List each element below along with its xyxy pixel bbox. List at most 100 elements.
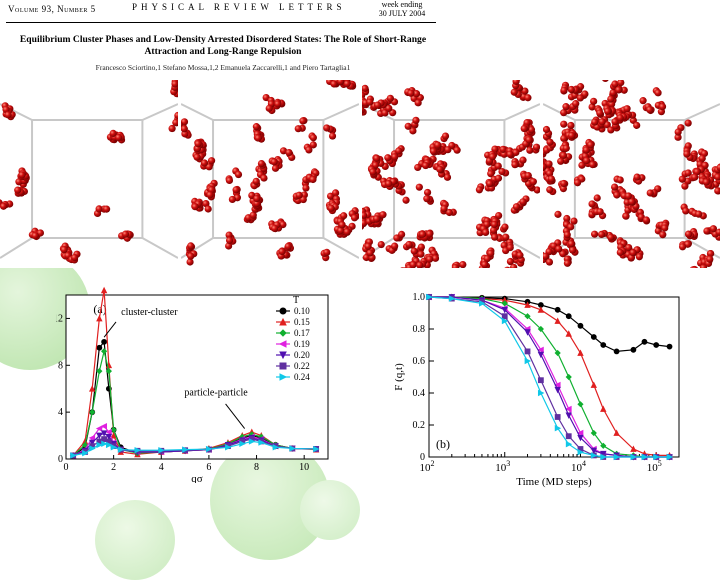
particle	[597, 208, 604, 215]
particle	[491, 234, 498, 241]
x-tick-exponent: 5	[658, 459, 662, 468]
y-tick-label: 0	[58, 454, 63, 465]
data-point	[555, 415, 560, 420]
simulation-box-inner	[32, 120, 142, 238]
particle	[416, 184, 423, 191]
snapshot-svg	[0, 80, 178, 268]
particle	[543, 126, 550, 133]
particle	[410, 261, 417, 268]
x-tick-label: 6	[206, 462, 211, 473]
annotation-cluster: cluster-cluster	[121, 307, 178, 318]
particle	[195, 140, 202, 147]
particle	[115, 134, 122, 141]
particle	[602, 80, 609, 82]
particle	[681, 183, 688, 190]
particle	[604, 108, 611, 115]
particle	[524, 94, 531, 101]
particle	[659, 103, 666, 110]
particle	[596, 109, 603, 116]
particle	[417, 251, 424, 258]
simulation-box-edge	[142, 104, 178, 120]
particle	[530, 178, 537, 185]
particle	[373, 215, 380, 222]
particle	[0, 203, 7, 210]
particle	[511, 161, 518, 168]
particle	[675, 128, 682, 135]
y-tick-label: 0.2	[413, 420, 426, 431]
particle	[310, 141, 317, 148]
particle	[591, 231, 598, 238]
x-tick-label: 0	[64, 462, 69, 473]
particle	[323, 249, 330, 256]
particle	[546, 186, 553, 193]
particle	[622, 213, 629, 220]
particle	[422, 162, 429, 169]
particle	[513, 203, 520, 210]
particle	[577, 94, 584, 101]
legend-label: 0.10	[294, 306, 310, 316]
particle	[387, 95, 394, 102]
particle	[373, 155, 380, 162]
particle	[285, 149, 292, 156]
particle	[415, 99, 422, 106]
particle	[521, 125, 528, 132]
paper-authors: Francesco Sciortino,1 Stefano Mossa,1,2 …	[8, 63, 438, 72]
particle	[588, 200, 595, 207]
data-point	[591, 335, 596, 340]
particle	[495, 175, 502, 182]
particle	[685, 119, 692, 126]
particle	[589, 161, 596, 168]
particle	[572, 100, 579, 107]
bg-bubble-4	[300, 480, 360, 540]
x-tick-label: 4	[159, 462, 164, 473]
particle	[226, 237, 233, 244]
particle	[187, 242, 194, 249]
particle	[442, 132, 449, 139]
particle	[647, 189, 654, 196]
particle	[309, 176, 316, 183]
legend-label: 0.15	[294, 317, 310, 327]
particle	[459, 261, 466, 268]
particle	[365, 243, 372, 250]
particle	[625, 192, 632, 199]
data-point	[555, 307, 560, 312]
particle	[329, 132, 336, 139]
particle	[434, 141, 441, 148]
particle	[310, 134, 317, 141]
particle	[569, 246, 576, 253]
particle	[271, 225, 278, 232]
particle	[302, 184, 309, 191]
snapshot-image-3	[362, 80, 540, 268]
data-point	[102, 437, 107, 442]
data-point	[614, 349, 619, 354]
journal-name: PHYSICAL REVIEW LETTERS	[132, 2, 346, 12]
particle	[568, 86, 575, 93]
particle	[486, 180, 493, 187]
legend-marker	[280, 363, 286, 369]
particle	[229, 196, 236, 203]
particle	[613, 191, 620, 198]
particle	[679, 243, 686, 250]
particle	[533, 144, 540, 151]
particle	[426, 256, 433, 263]
particle	[14, 187, 21, 194]
particle	[299, 117, 306, 124]
particle	[193, 154, 200, 161]
x-tick-label: 103	[495, 459, 510, 474]
x-tick-label: 2	[111, 462, 116, 473]
particle	[489, 153, 496, 160]
data-point	[566, 314, 571, 319]
particle	[332, 189, 339, 196]
particle	[703, 178, 710, 185]
data-point	[102, 288, 107, 293]
y-tick-label: 0.6	[413, 356, 426, 367]
particle	[454, 147, 461, 154]
particle	[374, 102, 381, 109]
particle	[482, 229, 489, 236]
particle	[654, 89, 661, 96]
legend-title: T	[293, 295, 299, 306]
issue-date: 30 JULY 2004	[370, 9, 434, 18]
simulation-box-edge	[504, 104, 540, 120]
particle	[560, 87, 567, 94]
